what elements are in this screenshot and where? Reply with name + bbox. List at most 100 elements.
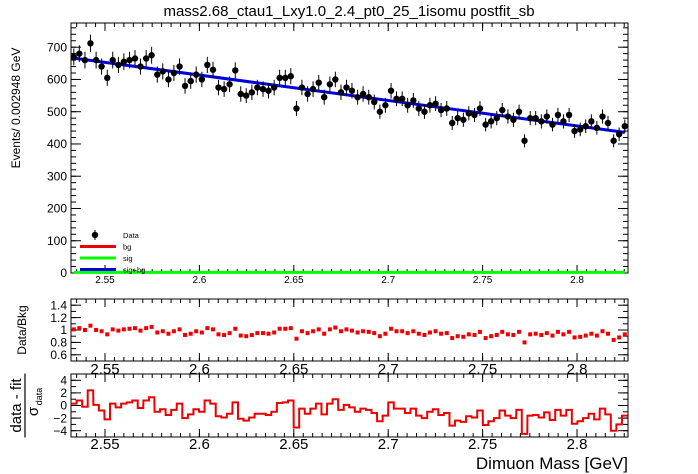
ratio-y-tick-label: 1.4 xyxy=(50,298,67,312)
main-y-tick-label: 300 xyxy=(47,169,67,183)
ratio-point xyxy=(339,329,344,334)
data-point xyxy=(532,114,539,122)
data-point xyxy=(332,76,339,83)
data-point xyxy=(81,56,89,64)
pull-x-tick-label: 2.8 xyxy=(567,436,588,453)
data-point xyxy=(115,61,122,69)
ratio-point xyxy=(433,329,438,334)
ratio-point xyxy=(617,335,622,340)
main-y-tick-label: 500 xyxy=(47,105,67,119)
pull-histogram xyxy=(71,389,628,435)
data-point xyxy=(265,87,272,94)
data-point xyxy=(287,73,294,80)
pull-y-tick-label: 4 xyxy=(60,374,67,388)
data-point xyxy=(192,71,200,78)
data-point xyxy=(109,56,116,64)
ratio-point xyxy=(555,329,560,334)
data-point xyxy=(577,126,584,133)
ratio-point xyxy=(383,331,388,336)
ratio-point xyxy=(266,331,271,336)
data-point xyxy=(515,108,523,115)
data-point xyxy=(543,113,551,120)
ratio-point xyxy=(544,331,549,336)
data-point xyxy=(354,93,361,101)
data-point xyxy=(154,71,161,78)
main-y-tick-label: 200 xyxy=(47,202,67,216)
ratio-point xyxy=(583,333,588,338)
ratio-point xyxy=(138,328,143,333)
ratio-point xyxy=(461,334,466,339)
ratio-point xyxy=(255,331,260,336)
data-point xyxy=(471,111,478,119)
data-point xyxy=(604,119,612,127)
ratio-point xyxy=(483,336,488,341)
ratio-point xyxy=(578,334,583,339)
pull-x-tick-label: 2.6 xyxy=(189,436,210,453)
ratio-point xyxy=(394,329,399,334)
ratio-point xyxy=(244,334,249,339)
data-point xyxy=(426,102,434,109)
ratio-point xyxy=(249,332,254,337)
ratio-point xyxy=(411,329,416,334)
x-axis-label: Dimuon Mass [GeV] xyxy=(476,454,628,473)
ratio-point xyxy=(82,328,87,332)
data-point xyxy=(76,50,83,57)
ratio-y-tick-label: 1.2 xyxy=(50,311,67,325)
ratio-point xyxy=(533,331,538,336)
ratio-point xyxy=(160,329,165,334)
data-point xyxy=(87,40,94,47)
ratio-point xyxy=(594,333,599,338)
ratio-point xyxy=(489,334,494,339)
data-point xyxy=(159,68,166,75)
data-point xyxy=(176,63,183,70)
data-point xyxy=(521,137,528,144)
pull-y-label-denominator: σ xyxy=(25,406,42,416)
ratio-point xyxy=(422,332,427,337)
data-point xyxy=(593,124,601,132)
ratio-plot-frame xyxy=(70,298,629,362)
ratio-point xyxy=(611,337,616,342)
ratio-point xyxy=(372,331,377,336)
main-plot-frame xyxy=(70,22,629,274)
data-point xyxy=(387,87,395,94)
ratio-point xyxy=(88,323,93,328)
data-point xyxy=(599,113,606,120)
main-y-tick-label: 600 xyxy=(47,73,67,87)
data-point xyxy=(382,102,389,109)
data-point xyxy=(254,84,261,91)
ratio-point xyxy=(427,330,432,335)
data-point xyxy=(181,82,189,90)
ratio-point xyxy=(366,329,371,334)
data-point xyxy=(98,63,105,70)
main-y-tick-label: 400 xyxy=(47,137,67,151)
data-point xyxy=(465,110,473,117)
data-point xyxy=(526,114,534,122)
pull-y-tick-label: 2 xyxy=(60,386,67,400)
plot-title: mass2.68_ctau1_Lxy1.0_2.4_pt0_25_1isomu … xyxy=(163,3,535,20)
data-point xyxy=(432,100,439,107)
data-point xyxy=(437,106,445,114)
ratio-point xyxy=(210,327,215,332)
data-point xyxy=(343,84,350,91)
ratio-point xyxy=(205,326,210,331)
ratio-point xyxy=(183,332,188,337)
data-point xyxy=(460,116,467,123)
data-point xyxy=(454,114,461,122)
data-point xyxy=(126,56,133,64)
ratio-point xyxy=(416,331,421,336)
data-point xyxy=(220,85,228,93)
ratio-point xyxy=(333,325,338,330)
main-x-tick-label: 2.7 xyxy=(381,275,395,286)
data-point xyxy=(588,118,595,125)
ratio-point xyxy=(344,327,349,332)
main-x-tick-label: 2.65 xyxy=(284,275,304,286)
legend-label: Data xyxy=(123,231,140,240)
data-point xyxy=(504,113,512,120)
pull-y-label-numerator: data - fit xyxy=(8,378,25,433)
data-point xyxy=(538,118,545,125)
ratio-point xyxy=(283,326,288,331)
main-y-axis-label: Events/ 0.002948 GeV xyxy=(9,48,23,169)
